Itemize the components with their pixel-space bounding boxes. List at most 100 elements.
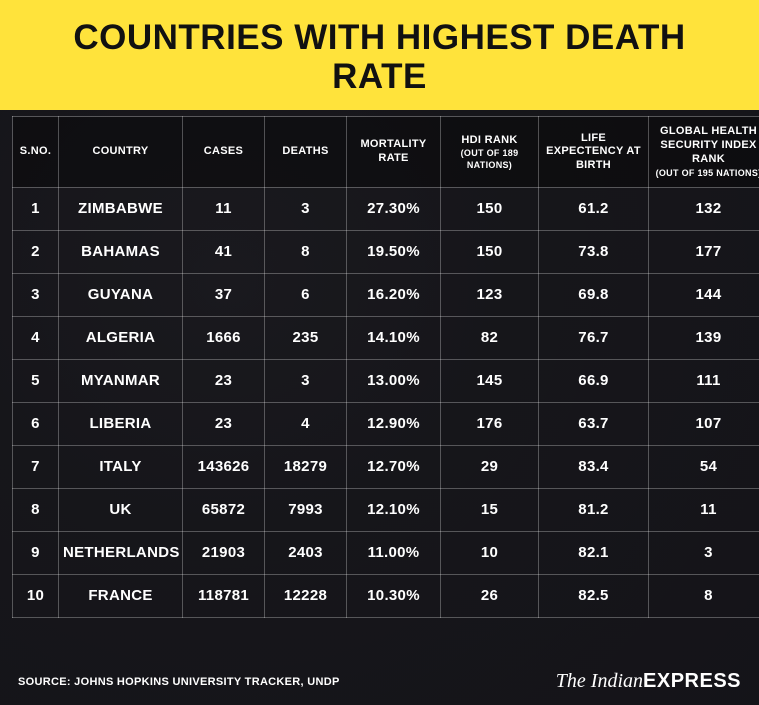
- cell-hdi: 123: [441, 273, 539, 316]
- table-container: S.NO. COUNTRY CASES DEATHS MORTALITY RATE HDI…: [0, 110, 759, 660]
- infographic-card: COUNTRIES WITH HIGHEST DEATH RATE S.NO. C…: [0, 0, 759, 705]
- table-row: 1ZIMBABWE11327.30%15061.2132: [13, 187, 759, 230]
- cell-ctry: LIBERIA: [59, 402, 183, 445]
- title-bar: COUNTRIES WITH HIGHEST DEATH RATE: [0, 0, 759, 110]
- cell-life: 81.2: [539, 488, 649, 531]
- cell-death: 7993: [265, 488, 347, 531]
- cell-cases: 11: [183, 187, 265, 230]
- cell-life: 69.8: [539, 273, 649, 316]
- cell-cases: 41: [183, 230, 265, 273]
- brand-word-1: The Indian: [556, 670, 643, 692]
- table-row: 2BAHAMAS41819.50%15073.8177: [13, 230, 759, 273]
- cell-ghs: 177: [649, 230, 759, 273]
- cell-ghs: 132: [649, 187, 759, 230]
- cell-death: 6: [265, 273, 347, 316]
- cell-mort: 16.20%: [347, 273, 441, 316]
- cell-sno: 9: [13, 531, 59, 574]
- cell-hdi: 29: [441, 445, 539, 488]
- table-row: 9NETHERLANDS21903240311.00%1082.13: [13, 531, 759, 574]
- cell-death: 8: [265, 230, 347, 273]
- cell-sno: 2: [13, 230, 59, 273]
- col-label: DEATHS: [282, 145, 328, 157]
- table-row: 10FRANCE1187811222810.30%2682.58: [13, 574, 759, 617]
- cell-mort: 12.90%: [347, 402, 441, 445]
- cell-mort: 13.00%: [347, 359, 441, 402]
- col-ghs: GLOBAL HEALTH SECURITY INDEX RANK(OUT OF…: [649, 117, 759, 188]
- col-label: COUNTRY: [92, 145, 148, 157]
- col-label: LIFE EXPECTENCY AT BIRTH: [546, 132, 641, 172]
- cell-ctry: ZIMBABWE: [59, 187, 183, 230]
- cell-death: 235: [265, 316, 347, 359]
- cell-hdi: 26: [441, 574, 539, 617]
- cell-ctry: UK: [59, 488, 183, 531]
- cell-life: 61.2: [539, 187, 649, 230]
- cell-cases: 143626: [183, 445, 265, 488]
- col-label: GLOBAL HEALTH SECURITY INDEX RANK: [660, 125, 757, 165]
- cell-hdi: 10: [441, 531, 539, 574]
- col-mort: MORTALITY RATE: [347, 117, 441, 188]
- cell-cases: 37: [183, 273, 265, 316]
- cell-life: 63.7: [539, 402, 649, 445]
- cell-mort: 12.70%: [347, 445, 441, 488]
- cell-ctry: FRANCE: [59, 574, 183, 617]
- cell-life: 76.7: [539, 316, 649, 359]
- cell-ctry: BAHAMAS: [59, 230, 183, 273]
- cell-cases: 65872: [183, 488, 265, 531]
- cell-ghs: 107: [649, 402, 759, 445]
- source-label: SOURCE: JOHNS HOPKINS UNIVERSITY TRACKER…: [18, 676, 340, 688]
- cell-death: 12228: [265, 574, 347, 617]
- table-row: 3GUYANA37616.20%12369.8144: [13, 273, 759, 316]
- col-sno: S.NO.: [13, 117, 59, 188]
- table-header: S.NO. COUNTRY CASES DEATHS MORTALITY RATE HDI…: [13, 117, 759, 188]
- cell-cases: 23: [183, 359, 265, 402]
- col-hdi: HDI RANK(OUT OF 189 NATIONS): [441, 117, 539, 188]
- cell-cases: 1666: [183, 316, 265, 359]
- cell-cases: 21903: [183, 531, 265, 574]
- cell-ctry: ITALY: [59, 445, 183, 488]
- cell-mort: 27.30%: [347, 187, 441, 230]
- table-row: 4ALGERIA166623514.10%8276.7139: [13, 316, 759, 359]
- cell-ctry: GUYANA: [59, 273, 183, 316]
- cell-ghs: 111: [649, 359, 759, 402]
- cell-hdi: 150: [441, 230, 539, 273]
- cell-life: 73.8: [539, 230, 649, 273]
- col-life: LIFE EXPECTENCY AT BIRTH: [539, 117, 649, 188]
- col-cases: CASES: [183, 117, 265, 188]
- cell-life: 82.5: [539, 574, 649, 617]
- col-label: S.NO.: [20, 145, 51, 157]
- cell-mort: 11.00%: [347, 531, 441, 574]
- cell-ghs: 54: [649, 445, 759, 488]
- col-label: MORTALITY RATE: [360, 138, 426, 164]
- cell-sno: 5: [13, 359, 59, 402]
- table-row: 5MYANMAR23313.00%14566.9111: [13, 359, 759, 402]
- table-header-row: S.NO. COUNTRY CASES DEATHS MORTALITY RATE HDI…: [13, 117, 759, 188]
- cell-ghs: 139: [649, 316, 759, 359]
- cell-death: 18279: [265, 445, 347, 488]
- col-label: CASES: [204, 145, 243, 157]
- cell-sno: 3: [13, 273, 59, 316]
- brand-logo: The IndianEXPRESS: [556, 670, 741, 693]
- death-rate-table: S.NO. COUNTRY CASES DEATHS MORTALITY RATE HDI…: [12, 116, 759, 618]
- cell-sno: 4: [13, 316, 59, 359]
- cell-mort: 19.50%: [347, 230, 441, 273]
- cell-death: 3: [265, 187, 347, 230]
- table-row: 7ITALY1436261827912.70%2983.454: [13, 445, 759, 488]
- cell-mort: 12.10%: [347, 488, 441, 531]
- cell-death: 2403: [265, 531, 347, 574]
- page-title: COUNTRIES WITH HIGHEST DEATH RATE: [30, 18, 729, 96]
- cell-cases: 118781: [183, 574, 265, 617]
- cell-cases: 23: [183, 402, 265, 445]
- cell-hdi: 176: [441, 402, 539, 445]
- cell-ctry: NETHERLANDS: [59, 531, 183, 574]
- cell-hdi: 150: [441, 187, 539, 230]
- cell-hdi: 82: [441, 316, 539, 359]
- cell-life: 66.9: [539, 359, 649, 402]
- table-body: 1ZIMBABWE11327.30%15061.21322BAHAMAS4181…: [13, 187, 759, 617]
- cell-life: 83.4: [539, 445, 649, 488]
- col-sublabel: (OUT OF 189 NATIONS): [445, 148, 534, 171]
- cell-sno: 6: [13, 402, 59, 445]
- col-ctry: COUNTRY: [59, 117, 183, 188]
- brand-word-2: EXPRESS: [643, 670, 741, 692]
- cell-ghs: 11: [649, 488, 759, 531]
- cell-ctry: MYANMAR: [59, 359, 183, 402]
